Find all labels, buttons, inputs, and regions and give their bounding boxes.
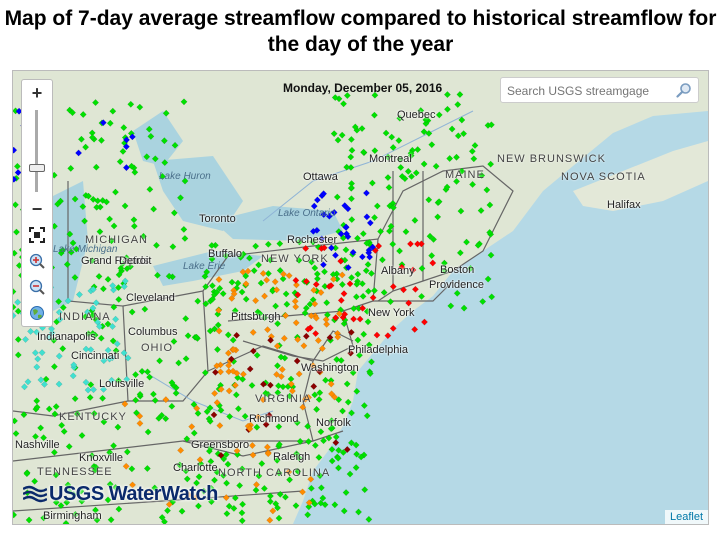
zoom-slider-track <box>35 110 38 192</box>
region-label: NOVA SCOTIA <box>561 171 646 183</box>
zoom-in-button[interactable]: + <box>31 83 43 103</box>
attribution-link[interactable]: Leaflet <box>664 510 708 524</box>
place-label: Washington <box>301 362 359 374</box>
place-label: Halifax <box>607 199 641 211</box>
streamgage-search[interactable] <box>500 77 699 103</box>
place-label: Indianapolis <box>37 331 96 343</box>
place-label: New York <box>368 307 415 319</box>
usgs-wave-icon <box>23 485 47 503</box>
water-label: Lake Huron <box>159 171 211 182</box>
place-label: Nashville <box>15 439 60 451</box>
place-label: Montreal <box>369 153 412 165</box>
region-label: TENNESSEE <box>37 466 113 478</box>
globe-button[interactable] <box>22 300 52 326</box>
region-label: VIRGINIA <box>255 393 312 405</box>
place-label: Raleigh <box>273 451 311 463</box>
logo-text: USGS WaterWatch <box>49 483 218 505</box>
place-label: Richmond <box>249 413 299 425</box>
magnify-plus-icon <box>29 253 45 269</box>
region-label: KENTUCKY <box>59 411 127 423</box>
fullscreen-button[interactable] <box>22 222 52 248</box>
place-label: Buffalo <box>208 248 243 260</box>
region-label: NORTH CAROLINA <box>218 467 331 479</box>
place-label: Birmingham <box>43 510 102 522</box>
water-label: Lake Erie <box>183 261 226 272</box>
region-label: OHIO <box>141 342 174 354</box>
place-label: Pittsburgh <box>231 311 281 323</box>
map-viewport[interactable]: Quebec Montreal Ottawa Toronto Buffalo R… <box>12 70 709 525</box>
place-label: Philadelphia <box>348 344 408 356</box>
region-label: NEW BRUNSWICK <box>497 153 606 165</box>
region-label: INDIANA <box>59 311 111 323</box>
place-label: Grand Rapids <box>81 255 149 267</box>
zoom-control[interactable]: + − <box>21 79 53 327</box>
place-label: Rochester <box>287 234 338 246</box>
place-label: Knoxville <box>79 452 124 464</box>
place-label: Boston <box>440 264 475 276</box>
place-label: Ottawa <box>303 171 338 183</box>
usgs-logo: USGS WaterWatch <box>23 483 218 506</box>
place-label: Toronto <box>199 213 236 225</box>
place-label: Cleveland <box>126 292 175 304</box>
region-label: MICHIGAN <box>85 234 148 246</box>
map-date: Monday, December 05, 2016 <box>283 81 443 95</box>
place-label: Norfolk <box>316 417 351 429</box>
place-label: Providence <box>429 279 485 291</box>
water-label: Lake Michigan <box>53 244 118 255</box>
zoom-slider-handle[interactable] <box>29 164 45 172</box>
place-label: Greensboro <box>191 439 250 451</box>
water-label: Lake Ontario <box>278 208 336 219</box>
zoom-slider[interactable] <box>22 106 52 196</box>
search-input[interactable] <box>505 79 669 103</box>
place-label: Albany <box>381 265 415 277</box>
zoom-out-button[interactable]: − <box>31 199 43 219</box>
globe-icon <box>30 306 44 320</box>
streamgage-markers <box>13 91 496 524</box>
place-label: Cincinnati <box>71 350 120 362</box>
search-icon[interactable] <box>676 82 692 98</box>
place-label: Charlotte <box>173 462 218 474</box>
place-label: Detroit <box>119 255 152 267</box>
place-label: Louisville <box>99 378 145 390</box>
place-label: Columbus <box>128 326 178 338</box>
magnify-minus-icon <box>29 279 45 295</box>
magnify-plus-button[interactable] <box>22 248 52 274</box>
place-label: Quebec <box>397 109 436 121</box>
fullscreen-icon <box>29 227 45 243</box>
region-label: NEW YORK <box>261 253 329 265</box>
page-title: Map of 7-day average streamflow compared… <box>4 7 717 56</box>
region-label: MAINE <box>445 169 485 181</box>
magnify-minus-button[interactable] <box>22 274 52 300</box>
